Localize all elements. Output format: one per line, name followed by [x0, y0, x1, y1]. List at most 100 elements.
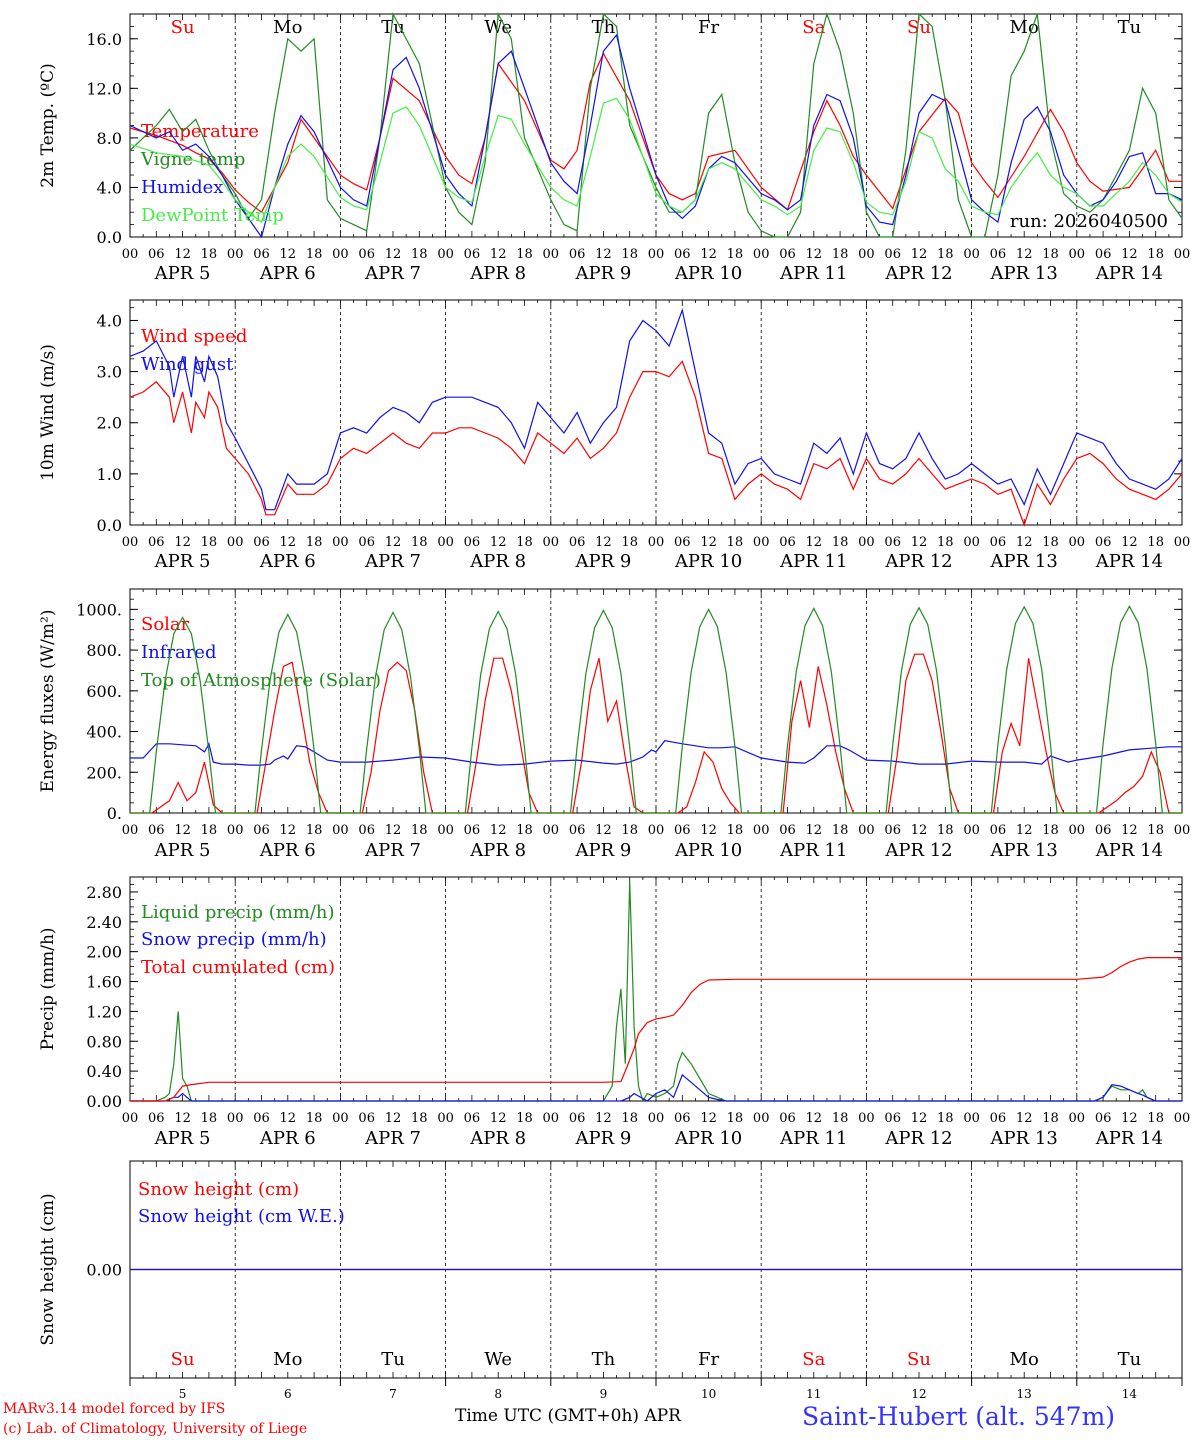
- x-hour-label: 12: [806, 247, 823, 262]
- y-axis-label: 10m Wind (m/s): [38, 344, 58, 481]
- x-hour-label: 00: [332, 535, 349, 550]
- x-hour-label: 06: [674, 535, 691, 550]
- x-hour-label: 18: [937, 535, 954, 550]
- x-hour-label: 00: [543, 535, 560, 550]
- day-of-week-label: We: [484, 1349, 512, 1370]
- x-hour-label: 12: [1016, 823, 1033, 838]
- x-hour-label: 00: [227, 823, 244, 838]
- x-date-label: APR 12: [884, 551, 952, 572]
- x-hour-label: 00: [122, 247, 139, 262]
- x-day-number: 9: [600, 1387, 608, 1401]
- legend-entry: Wind speed: [141, 326, 247, 347]
- x-date-label: APR 9: [574, 1128, 631, 1149]
- x-hour-label: 18: [201, 247, 218, 262]
- legend-entry: Top of Atmosphere (Solar): [141, 670, 381, 691]
- day-of-week-label: Fr: [698, 17, 719, 38]
- series-line: [129, 33, 1183, 239]
- x-hour-label: 12: [174, 823, 191, 838]
- x-hour-label: 06: [990, 535, 1007, 550]
- x-hour-label: 12: [1121, 823, 1138, 838]
- legend-entry: Humidex: [141, 177, 223, 198]
- x-hour-label: 12: [385, 823, 402, 838]
- x-date-label: APR 7: [364, 840, 421, 861]
- legend-entry: Liquid precip (mm/h): [141, 902, 335, 923]
- run-label: run: 2026040500: [1010, 211, 1168, 232]
- x-hour-label: 18: [411, 823, 428, 838]
- x-hour-label: 18: [832, 1111, 849, 1126]
- x-hour-label: 12: [911, 823, 928, 838]
- x-hour-label: 06: [1095, 823, 1112, 838]
- x-hour-label: 18: [832, 535, 849, 550]
- x-date-label: APR 5: [154, 263, 211, 284]
- day-of-week-label: Th: [592, 1349, 616, 1370]
- y-tick-label: 2.0: [97, 414, 122, 433]
- x-date-label: APR 11: [779, 1128, 847, 1149]
- x-hour-label: 18: [306, 823, 323, 838]
- x-hour-label: 00: [122, 823, 139, 838]
- x-hour-label: 12: [911, 247, 928, 262]
- x-hour-label: 06: [1095, 1111, 1112, 1126]
- x-hour-label: 06: [674, 1111, 691, 1126]
- y-tick-label: 2.00: [86, 943, 122, 962]
- x-hour-label: 00: [753, 247, 770, 262]
- y-tick-label: 2.80: [86, 883, 122, 902]
- x-hour-label: 06: [253, 535, 270, 550]
- x-hour-label: 06: [464, 247, 481, 262]
- x-hour-label: 06: [674, 823, 691, 838]
- x-hour-label: 12: [280, 535, 297, 550]
- x-hour-label: 18: [1042, 535, 1059, 550]
- x-date-label: APR 8: [469, 551, 526, 572]
- day-of-week-label: Mo: [273, 1349, 302, 1370]
- x-date-label: APR 14: [1095, 263, 1163, 284]
- x-hour-label: 18: [411, 247, 428, 262]
- x-hour-label: 18: [937, 247, 954, 262]
- day-of-week-label: Sa: [802, 17, 825, 38]
- x-hour-label: 00: [963, 535, 980, 550]
- x-hour-label: 00: [753, 1111, 770, 1126]
- legend-entry: Total cumulated (cm): [141, 957, 335, 978]
- x-day-number: 12: [911, 1387, 926, 1401]
- station-title: Saint-Hubert (alt. 547m): [802, 1402, 1116, 1431]
- x-hour-label: 12: [490, 1111, 507, 1126]
- x-hour-label: 00: [963, 247, 980, 262]
- x-hour-label: 00: [648, 823, 665, 838]
- x-hour-label: 06: [674, 247, 691, 262]
- x-date-label: APR 12: [884, 840, 952, 861]
- x-hour-label: 00: [332, 247, 349, 262]
- x-date-label: APR 7: [364, 263, 421, 284]
- series-line: [129, 360, 1183, 527]
- x-hour-label: 12: [806, 823, 823, 838]
- x-hour-label: 06: [464, 535, 481, 550]
- x-hour-label: 18: [1147, 823, 1164, 838]
- x-hour-label: 12: [280, 1111, 297, 1126]
- x-hour-label: 06: [990, 823, 1007, 838]
- x-date-label: APR 13: [990, 263, 1058, 284]
- x-hour-label: 12: [385, 247, 402, 262]
- x-date-label: APR 8: [469, 1128, 526, 1149]
- x-hour-label: 00: [963, 1111, 980, 1126]
- x-hour-label: 18: [1042, 823, 1059, 838]
- x-hour-label: 12: [1121, 1111, 1138, 1126]
- day-of-week-label: Tu: [381, 17, 405, 38]
- y-tick-label: 1.60: [86, 973, 122, 992]
- x-date-label: APR 13: [990, 840, 1058, 861]
- series-line: [130, 605, 1182, 814]
- day-of-week-label: Th: [592, 17, 616, 38]
- x-day-number: 13: [1017, 1387, 1032, 1401]
- legend-entry: Temperature: [141, 121, 259, 142]
- x-hour-label: 18: [411, 535, 428, 550]
- x-hour-label: 12: [806, 535, 823, 550]
- x-hour-label: 00: [648, 535, 665, 550]
- day-of-week-label: Tu: [1118, 1349, 1142, 1370]
- y-tick-label: 800.: [86, 641, 122, 660]
- x-hour-label: 18: [937, 1111, 954, 1126]
- x-date-label: APR 8: [469, 840, 526, 861]
- x-hour-label: 06: [1095, 247, 1112, 262]
- x-hour-label: 06: [1095, 535, 1112, 550]
- x-hour-label: 18: [201, 535, 218, 550]
- x-hour-label: 00: [1069, 247, 1086, 262]
- x-hour-label: 06: [253, 1111, 270, 1126]
- x-hour-label: 12: [490, 535, 507, 550]
- x-date-label: APR 10: [674, 551, 742, 572]
- y-tick-label: 0.00: [86, 1092, 122, 1111]
